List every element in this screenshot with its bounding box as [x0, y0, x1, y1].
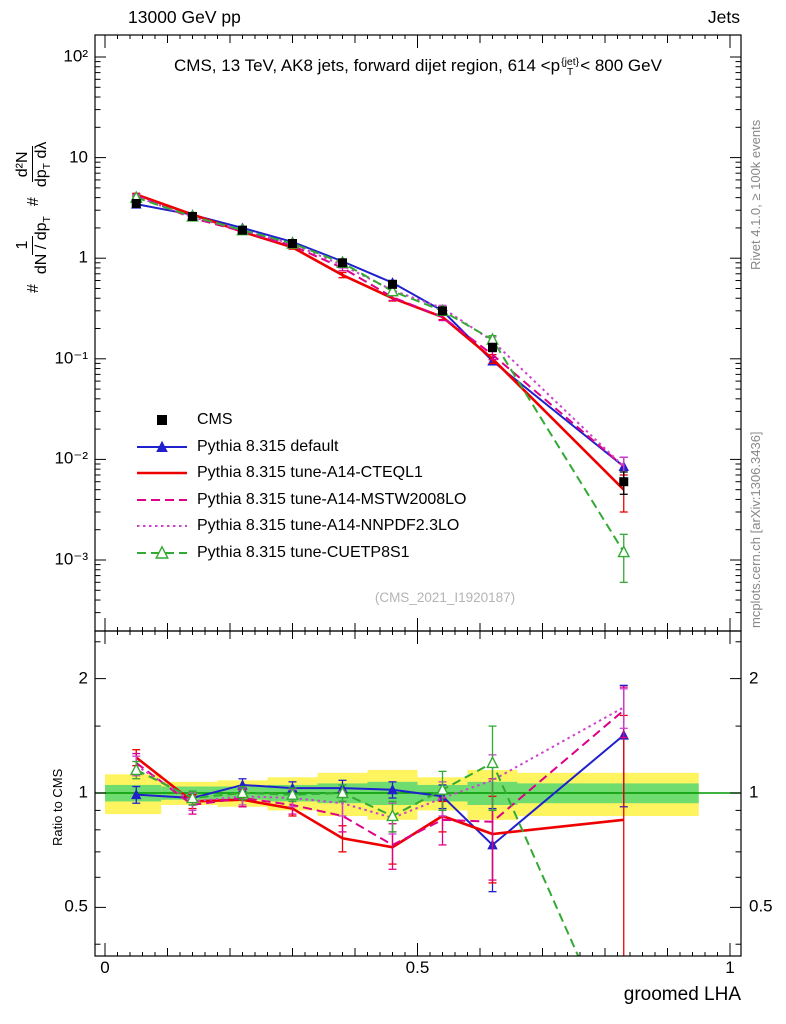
legend-item: Pythia 8.315 default: [136, 434, 466, 461]
ratio-y-tick-label-right: 1: [749, 782, 759, 802]
data-point-marker: [186, 790, 199, 804]
legend-marker-triangle-open: [137, 545, 187, 559]
pt-jet-supsub: {jet} T: [561, 55, 580, 78]
legend-item: Pythia 8.315 tune-A14-NNPDF2.3LO: [136, 513, 466, 540]
ylabel-fraction-2: d²N dpT dλ: [14, 141, 54, 188]
ratio-y-tick-label-left: 2: [78, 668, 88, 688]
beam-energy-header: 13000 GeV pp: [128, 7, 241, 27]
data-point-marker: [157, 415, 167, 426]
data-point-marker: [131, 198, 141, 208]
legend-marker-line: [137, 525, 187, 528]
main-y-tick-label: 10⁻²: [54, 448, 88, 468]
main-y-tick-label: 10²: [63, 46, 88, 66]
data-point-marker: [488, 342, 497, 352]
x-axis-label: groomed LHA: [623, 984, 741, 1005]
legend-label: Pythia 8.315 tune-CUETP8S1: [197, 543, 410, 561]
plot-title-text: CMS, 13 TeV, AK8 jets, forward dijet reg…: [174, 56, 561, 75]
legend-item: Pythia 8.315 tune-A14-CTEQL1: [136, 460, 466, 487]
data-point-marker: [387, 784, 398, 795]
main-y-tick-label: 1: [78, 247, 88, 267]
data-point-marker: [438, 306, 447, 316]
series-line: [135, 194, 625, 468]
x-tick-label: 1: [725, 958, 735, 977]
rivet-version-note: Rivet 4.1.0, ≥ 100k events: [748, 119, 763, 270]
ratio-y-tick-label-right: 2: [749, 668, 759, 688]
data-point-marker: [386, 284, 399, 297]
data-point-marker: [155, 545, 169, 559]
legend: CMS Pythia 8.315 default Pythia 8.315 tune…: [136, 407, 466, 566]
legend-marker-triangle-filled: [137, 440, 187, 452]
legend-label: Pythia 8.315 default: [197, 437, 339, 455]
legend-marker-line: [137, 498, 187, 501]
data-point-marker: [286, 787, 299, 800]
legend-marker-line: [137, 471, 187, 475]
ratio-y-axis-label: Ratio to CMS: [50, 768, 65, 846]
data-point-marker: [388, 279, 397, 289]
data-point-marker: [129, 762, 143, 776]
legend-label: Pythia 8.315 tune-A14-CTEQL1: [197, 464, 423, 482]
plot-title-tail: < 800 GeV: [580, 56, 662, 75]
data-point-marker: [156, 440, 168, 452]
legend-label: Pythia 8.315 tune-A14-MSTW2008LO: [197, 490, 467, 508]
plot-title: CMS, 13 TeV, AK8 jets, forward dijet reg…: [95, 56, 741, 77]
data-point-marker: [336, 785, 349, 799]
series-ratio: [129, 725, 580, 956]
data-point-marker: [236, 785, 249, 799]
series-ratio: [132, 714, 628, 956]
ratio-y-tick-label-left: 1: [78, 782, 88, 802]
ratio-y-tick-label-left: 0.5: [64, 896, 88, 916]
ylabel-fraction-1: 1 dN / dpT: [14, 216, 54, 275]
ylabel-hash-1: #: [24, 284, 42, 293]
data-point-marker: [238, 225, 247, 235]
main-y-tick-label: 10: [69, 147, 88, 167]
mcplots-arxiv-note: mcplots.cern.ch [arXiv:1306.3436]: [748, 431, 763, 628]
main-y-axis-label: # 1 dN / dpT # d²N dpT dλ: [14, 135, 54, 296]
data-point-marker: [617, 544, 631, 558]
series-main: [131, 198, 629, 495]
legend-item: CMS: [136, 407, 466, 434]
data-point-marker: [131, 789, 142, 800]
legend-item: Pythia 8.315 tune-CUETP8S1: [136, 540, 466, 567]
legend-item: Pythia 8.315 tune-A14-MSTW2008LO: [136, 487, 466, 514]
jets-header: Jets: [707, 7, 740, 27]
ratio-y-tick-label-right: 0.5: [749, 896, 773, 916]
main-y-tick-label: 10⁻³: [54, 549, 88, 569]
data-point-marker: [338, 258, 347, 268]
data-point-marker: [619, 477, 629, 487]
data-point-marker: [188, 211, 197, 221]
legend-label: Pythia 8.315 tune-A14-NNPDF2.3LO: [197, 517, 460, 535]
data-point-marker: [436, 782, 449, 795]
data-point-marker: [288, 238, 297, 248]
x-tick-label: 0.5: [405, 958, 430, 977]
legend-marker-square-filled: [157, 415, 167, 426]
analysis-id-watermark: (CMS_2021_I1920187): [374, 590, 516, 605]
x-tick-label: 0: [100, 958, 110, 977]
ylabel-hash-2: #: [24, 197, 42, 207]
data-point-marker: [386, 808, 399, 822]
series-line: [135, 709, 625, 847]
data-point-marker: [486, 755, 499, 769]
main-y-tick-label: 10⁻¹: [54, 348, 88, 368]
legend-label: CMS: [197, 411, 233, 429]
